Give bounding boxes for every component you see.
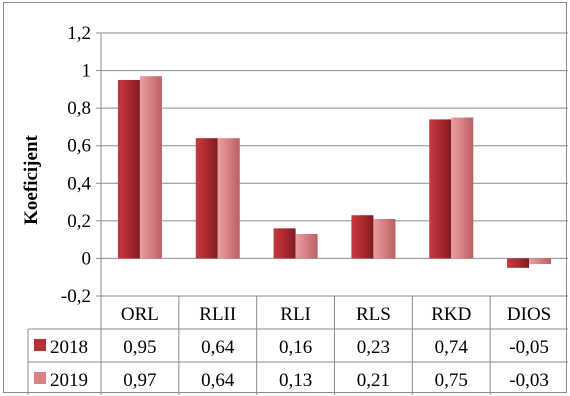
bar-2019-RLI (295, 234, 318, 259)
data-label: -0,03 (509, 370, 549, 391)
y-tick-label: -0,2 (61, 286, 91, 307)
grid-lines (96, 32, 568, 395)
y-tick-label: 0 (82, 248, 92, 269)
legend-swatch-2019 (34, 372, 46, 384)
bar-2018-DIOS (507, 258, 530, 268)
data-label: 0,64 (201, 370, 235, 391)
bar-2018-RKD (429, 119, 452, 259)
legend-label-2018: 2018 (50, 337, 88, 358)
bar-2019-RLII (217, 138, 240, 259)
data-label: 0,16 (279, 337, 312, 358)
x-tick-label: RKD (431, 304, 471, 325)
bars (117, 76, 552, 268)
data-label: 0,64 (201, 337, 235, 358)
y-tick-label: 0,2 (67, 211, 91, 232)
data-label: -0,05 (509, 337, 549, 358)
bar-2019-ORL (139, 76, 162, 259)
bar-2019-RKD (451, 117, 474, 259)
y-tick-label: 0,4 (67, 173, 91, 194)
bar-2018-RLII (195, 138, 218, 259)
x-tick-label: RLII (199, 304, 236, 325)
legend-swatch-2018 (34, 339, 46, 351)
data-label: 0,75 (435, 370, 468, 391)
bar-2019-DIOS (529, 258, 552, 265)
y-tick-label: 1 (82, 61, 92, 82)
data-label: 0,74 (435, 337, 469, 358)
y-tick-label: 0,8 (67, 98, 91, 119)
y-tick-label: 1,2 (67, 23, 91, 44)
bar-2019-RLS (373, 218, 396, 259)
data-label: 0,23 (357, 337, 390, 358)
y-tick-label: 0,6 (67, 136, 91, 157)
bar-2018-RLI (273, 228, 296, 259)
y-axis-label: Koeficijent (21, 134, 42, 224)
data-label: 0,21 (357, 370, 390, 391)
data-label: 0,97 (123, 370, 156, 391)
x-tick-label: DIOS (507, 304, 551, 325)
bar-2018-RLS (351, 215, 374, 259)
legend-label-2019: 2019 (50, 370, 88, 391)
x-tick-label: RLS (356, 304, 391, 325)
chart-frame (3, 2, 567, 393)
data-label: 0,13 (279, 370, 312, 391)
data-label: 0,95 (123, 337, 156, 358)
data-table: ORL RLII RLI RLS RKD DIOS 2018 0,95 0,64 0,16 0,23… (27, 295, 568, 395)
y-tick-labels: -0,2 0 0,2 0,4 0,6 0,8 1 1,2 (61, 23, 92, 307)
bar-2018-ORL (117, 79, 140, 259)
x-tick-label: RLI (280, 304, 311, 325)
x-tick-label: ORL (121, 304, 159, 325)
